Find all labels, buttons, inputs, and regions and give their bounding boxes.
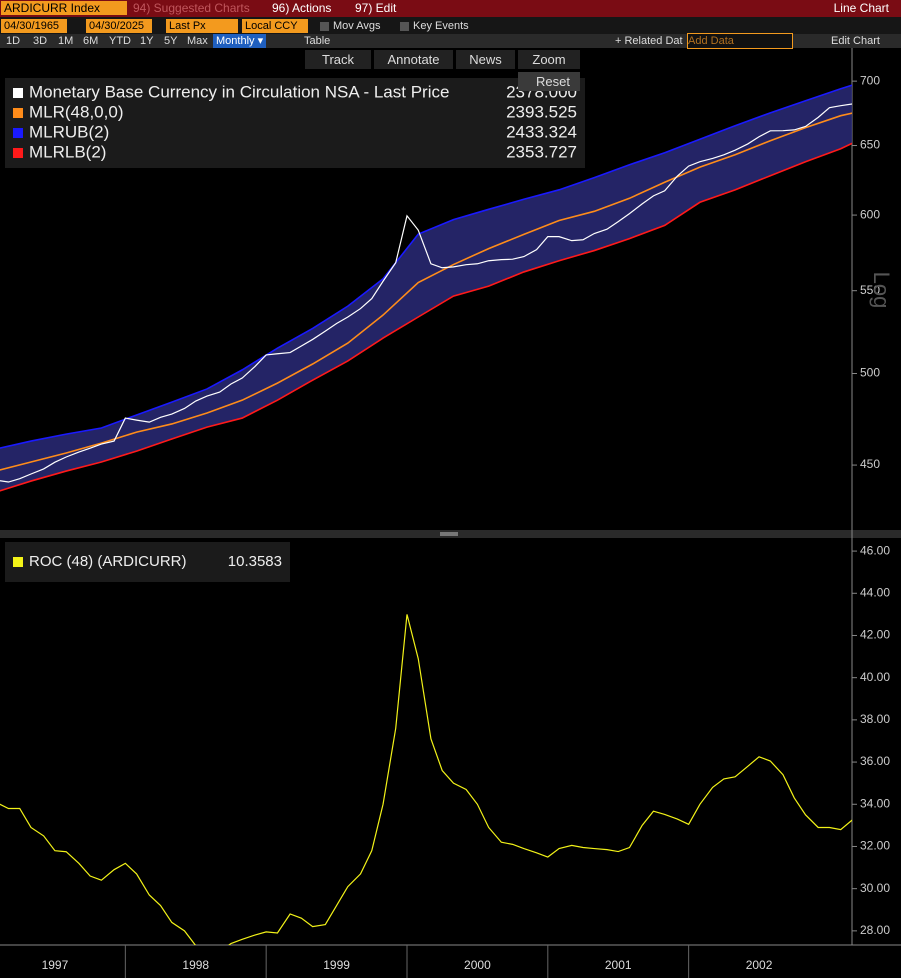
divider-handle [440,532,458,536]
news-button[interactable]: News [456,50,515,69]
band-fill [0,85,852,491]
settings-bar: 04/30/1965 04/30/2025 Last Px Local CCY … [0,17,901,34]
y-tick-label: 38.00 [860,712,890,726]
period-button[interactable]: 5Y [164,35,178,47]
edit-chart-button[interactable]: Edit Chart [831,35,880,47]
zoom-button[interactable]: Zoom [518,50,580,69]
period-button[interactable]: 1D [6,35,21,47]
chart-type: Line Chart [833,1,889,15]
legend-swatch [13,108,23,118]
key-events-checkbox[interactable]: Key Events [400,19,469,33]
period-button[interactable]: 1Y [140,35,154,47]
legend-swatch [13,148,23,158]
period-bar: Monthly ▾ Table + Related Dat Add Data E… [0,33,901,49]
x-tick-label: 2001 [605,958,632,972]
y-tick-label: 44.00 [860,585,890,599]
y-tick-label: 500 [860,366,880,380]
y-tick-label: 650 [860,138,880,152]
x-tick-label: 1999 [323,958,350,972]
legend-name: ROC (48) (ARDICURR) [29,553,187,570]
title-bar: ARDICURR Index 94) Suggested Charts 96) … [0,0,901,17]
legend-name: MLR(48,0,0) [29,102,123,121]
y-tick-label: 550 [860,283,880,297]
legend-value: 2393.525 [506,102,577,121]
y-tick-label: 450 [860,457,880,471]
legend-value: 10.3583 [228,553,282,570]
annotate-button[interactable]: Annotate [374,50,453,69]
mov-avgs-checkbox[interactable]: Mov Avgs [320,19,381,33]
y-tick-label: 40.00 [860,670,890,684]
y-tick-label: 700 [860,73,880,87]
y-tick-label: 600 [860,207,880,221]
track-button[interactable]: Track [305,50,371,69]
period-button[interactable]: Max [187,35,208,47]
y-tick-label: 34.00 [860,796,890,810]
x-tick-label: 2000 [464,958,491,972]
period-button[interactable]: 6M [83,35,99,47]
period-button[interactable]: 3D [33,35,48,47]
legend-name: MLRLB(2) [29,142,106,161]
ticker-field[interactable]: ARDICURR Index [1,1,127,15]
period-button[interactable]: YTD [109,35,131,47]
x-axis-strip [0,945,901,978]
legend-swatch [13,128,23,138]
add-data-field[interactable]: Add Data [687,33,793,49]
series-line [0,142,852,492]
legend-swatch [13,557,23,567]
start-date[interactable]: 04/30/1965 [1,19,67,33]
reset-button[interactable]: Reset [518,72,580,91]
series-line [0,84,852,449]
plot [0,614,852,945]
y-tick-label: 28.00 [860,923,890,937]
series-line [0,614,852,945]
legend-box [5,78,585,168]
period-button[interactable]: 1M [58,35,74,47]
legend-name: MLRUB(2) [29,122,109,141]
frequency-select[interactable]: Monthly ▾ [213,34,267,48]
y-tick-label: 30.00 [860,881,890,895]
actions-menu[interactable]: 96) Actions [272,1,332,15]
legend-value: 2433.324 [506,122,577,141]
field-select[interactable]: Last Px [166,19,238,33]
suggested-charts[interactable]: 94) Suggested Charts [133,1,250,15]
series-line [0,103,852,483]
x-tick-label: 2002 [746,958,773,972]
x-tick-label: 1997 [42,958,69,972]
legend-name: Monetary Base Currency in Circulation NS… [29,82,449,101]
related-data[interactable]: + Related Dat [615,35,683,47]
y-tick-label: 36.00 [860,754,890,768]
currency-select[interactable]: Local CCY [242,19,308,33]
x-tick-label: 1998 [182,958,209,972]
plot [0,84,852,492]
legend-box [5,542,290,582]
y-axis-label: Log [869,272,894,309]
table-button[interactable]: Table [304,35,331,47]
y-tick-label: 46.00 [860,543,890,557]
series-line [0,112,852,471]
legend-value: 2353.727 [506,142,577,161]
y-tick-label: 42.00 [860,628,890,642]
edit-menu[interactable]: 97) Edit [355,1,397,15]
end-date[interactable]: 04/30/2025 [86,19,152,33]
legend-swatch [13,88,23,98]
y-tick-label: 32.00 [860,839,890,853]
